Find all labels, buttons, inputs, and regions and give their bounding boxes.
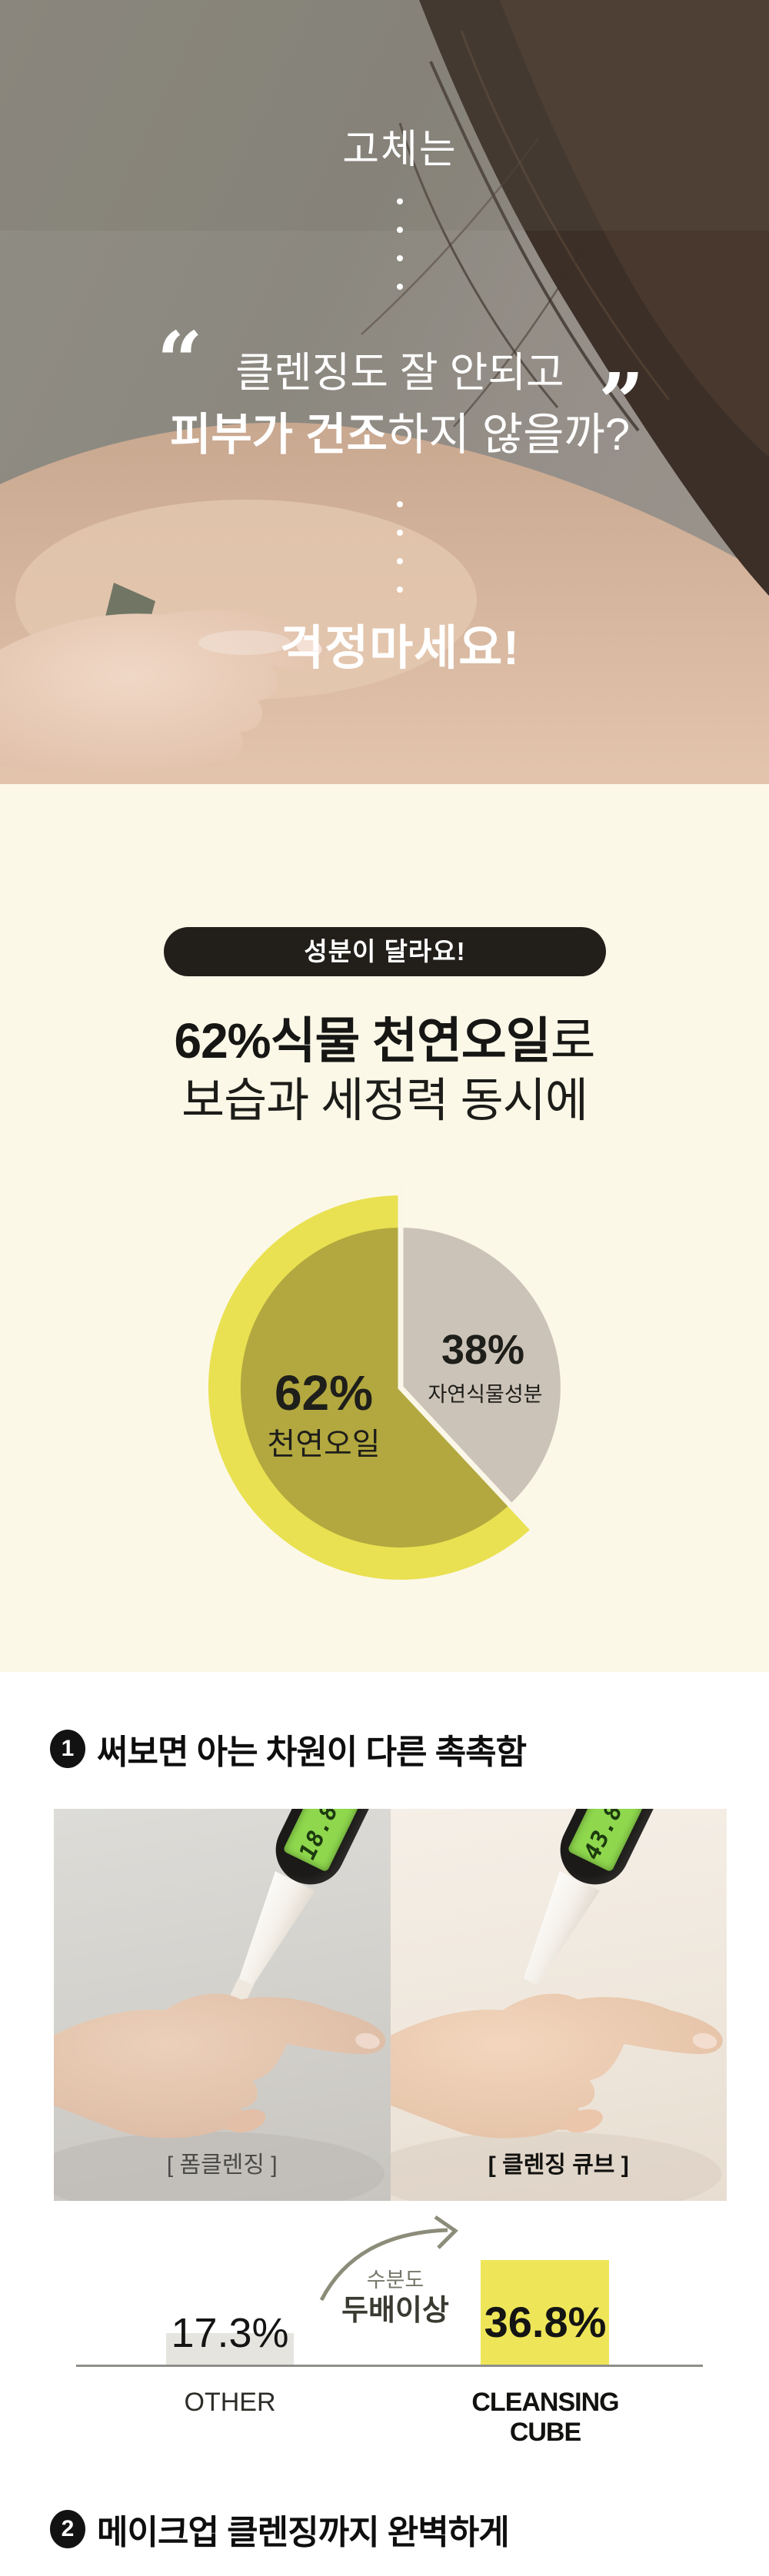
claim-heading-line2: 보습과 세정력 동시에 [181,1074,588,1126]
moisture-lcd-screen: 43.8% [566,1809,644,1873]
dotted-divider [397,198,403,290]
feature2-title: 2 메이크업 클렌징까지 완벽하게 [50,2505,510,2554]
bar-other [166,2333,294,2365]
pie-main-value: 62% [274,1365,374,1421]
bar-annotation-small: 수분도 [366,2269,424,2292]
ingredient-badge: 성분이 달라요! [164,927,606,976]
feature1-title: 1 써보면 아는 차원이 다른 촉촉함 [50,1724,527,1773]
pie-main-label: 천연오일 [267,1428,381,1461]
bar-category-other: OTHER [184,2388,276,2417]
increase-arrow-icon [319,2215,458,2302]
bar-annotation-big: 두배이상 [341,2295,449,2327]
moisture-lcd-screen: 18.8% [282,1809,360,1873]
bar-value-cleansing-cube: 36.8% [484,2298,607,2346]
dotted-divider [397,501,403,593]
claim-heading-line1: 62%식물 천연오일로 [0,1002,769,1072]
number-2-badge: 2 [50,2510,85,2548]
panel-label-foam-cleansing: [ 폼클렌징 ] [166,2152,278,2178]
number-1-badge: 1 [50,1730,85,1768]
feature1-title-text: 써보면 아는 차원이 다른 촉촉함 [97,1733,527,1771]
moisture-comparison-images: 18.8% [ 폼클렌징 ] 43.8% [54,1809,727,2201]
hero-quote-line2-rest: 하지 않을까? [387,410,631,460]
hand-illustration [54,1993,386,2201]
bar-value-other: 17.3% [171,2310,289,2356]
ingredient-pie-chart [208,1185,561,1581]
claim-heading-rest: 로 [550,1013,596,1069]
hero-quote-line2-emphasis: 피부가 건조 [169,410,388,460]
close-quote-icon: ” [598,355,644,450]
hand-illustration [390,1993,723,2201]
hero-quote-line2: 피부가 건조하지 않을까? [15,398,769,463]
hero-reassurance: 걱정마세요! [280,622,520,675]
pie-secondary-value: 38% [441,1327,525,1373]
moisture-reading-right-value: 43.8 [579,1809,628,1866]
hero-photo-illustration [0,0,769,784]
pie-slice-62-inner [240,1228,510,1548]
pie-divider-lines [398,1185,541,1537]
hero-headline: 고체는 [342,128,458,172]
bar-category-cleansing-cube: CLEANSING CUBE [471,2388,619,2447]
pie-slice-38 [401,1228,561,1504]
moisture-reading-right: 43.8% [579,1809,631,1866]
pie-secondary-label: 자연식물성분 [428,1383,543,1406]
comparison-image-foam-cleansing: 18.8% [ 폼클렌징 ] [54,1809,391,2201]
comparison-image-cleansing-cube: 43.8% [ 클렌징 큐브 ] [390,1809,727,2201]
moisture-reading-left-value: 18.8 [295,1809,344,1866]
claim-heading-emphasis: 62%식물 천연오일 [174,1013,551,1069]
bar-cleansing-cube [481,2260,609,2365]
ingredient-claim-section: 성분이 달라요! 62%식물 천연오일로 보습과 세정력 동시에 62% 천연오… [0,784,769,1672]
feature2-title-text: 메이크업 클렌징까지 완벽하게 [97,2514,510,2551]
moisture-reading-left: 18.8% [295,1809,347,1866]
hero-quote-line1: 클렌징도 잘 안되고 [235,350,564,396]
bar-chart-baseline [76,2365,703,2367]
hero-photo-section: 고체는 “ 클렌징도 잘 안되고 피부가 건조하지 않을까? ” 걱정마세요! [0,0,769,784]
panel-label-cleansing-cube: [ 클렌징 큐브 ] [488,2152,629,2178]
open-quote-icon: “ [157,314,203,408]
